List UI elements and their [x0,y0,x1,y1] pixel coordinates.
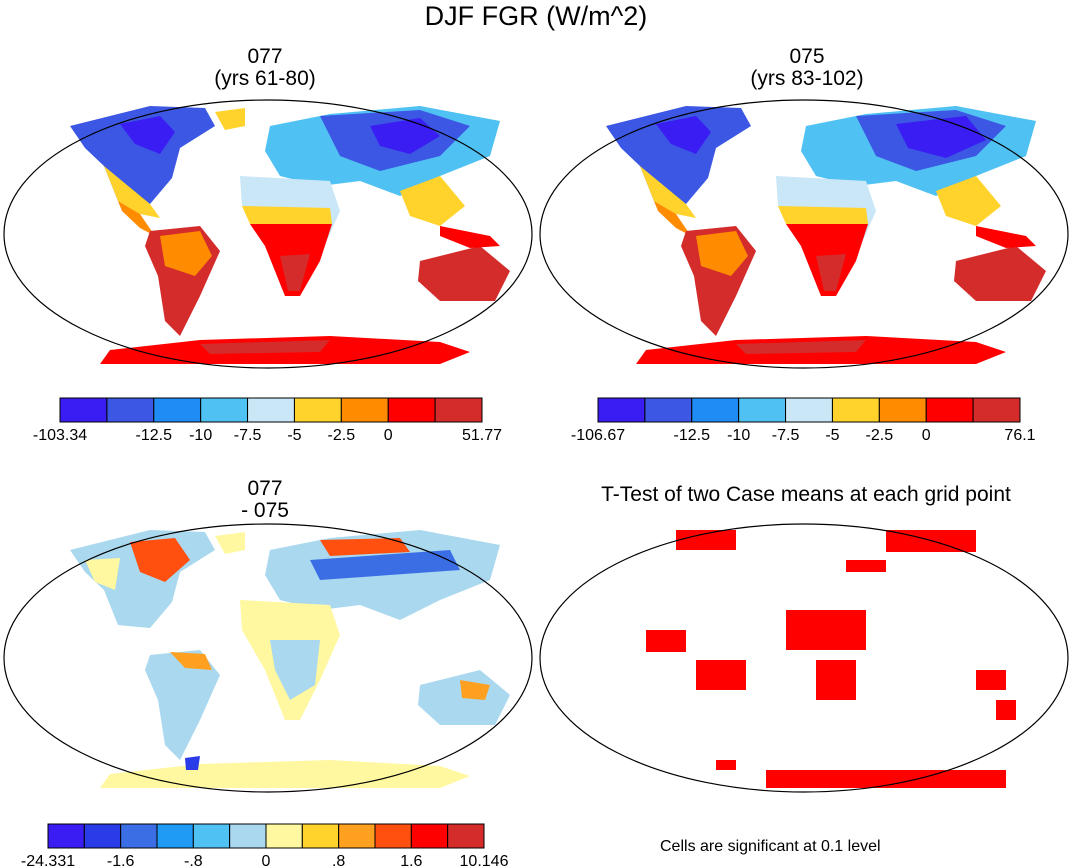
colorbar-swatch [153,397,202,423]
panel1-colorbar: -103.34 -12.5 -10 -7.5 -5 -2.5 0 51.77 [33,397,502,444]
panel1-map-content [70,106,510,364]
colorbar-swatch [785,397,833,423]
colorbar-swatch [265,823,303,849]
colorbar-swatch [925,397,974,423]
colorbar-swatch [156,823,194,849]
colorbar-swatch [200,397,249,423]
colorbar-tick-label: -1.6 [107,853,135,868]
colorbar-tick-label: -.8 [184,853,203,868]
panel2-map [539,99,1069,369]
colorbar-swatch [738,397,787,423]
colorbar-swatch [447,823,485,849]
colorbar-swatch [301,823,340,849]
colorbar-swatch [229,823,267,849]
colorbar-swatch [106,397,155,423]
panel4-title: T-Test of two Case means at each grid po… [601,483,1011,506]
panel2-colorbar: -106.67 -12.5 -10 -7.5 -5 -2.5 0 76.1 [571,397,1036,444]
colorbar-tick-label: 0 [262,853,271,868]
colorbar-tick-label: -10 [189,427,212,444]
colorbar-tick-label: -103.34 [33,427,87,444]
panel3-title-line2: - 075 [241,499,289,522]
colorbar-swatch [972,397,1021,423]
colorbar-tick-label: -24.331 [21,853,75,868]
panel1-title-line1: 077 [247,45,283,68]
panel3-colorbar: -24.331 -1.6 -.8 0 .8 1.6 10.146 [21,823,509,868]
panel2-title-line2: (yrs 83-102) [750,67,864,90]
colorbar-tick-label: -12.5 [674,427,711,444]
colorbar-swatch [340,397,389,423]
colorbar-tick-label: 76.1 [1004,427,1035,444]
colorbar-swatch [878,397,927,423]
colorbar-swatch [47,823,85,849]
colorbar-tick-label: 0 [384,427,393,444]
colorbar-swatch [831,397,880,423]
panel3-title: 077 - 075 [100,478,430,522]
colorbar-tick-label: -7.5 [772,427,800,444]
colorbar-tick-label: 0 [922,427,931,444]
colorbar-swatch [59,397,108,423]
colorbar-swatch [434,397,483,423]
colorbar-swatch [410,823,449,849]
colorbar-swatch [293,397,342,423]
colorbar-swatch [387,397,436,423]
panel3-map [3,523,533,793]
panel1-map [3,99,533,369]
colorbar-swatch [691,397,740,423]
colorbar-tick-label: .8 [332,853,345,868]
colorbar-swatch [83,823,122,849]
colorbar-tick-label: -2.5 [866,427,894,444]
colorbar-swatch [120,823,158,849]
figure-title: DJF FGR (W/m^2) [424,1,648,31]
colorbar-tick-label: -106.67 [571,427,625,444]
colorbar-tick-label: 10.146 [460,853,509,868]
panel2-map-content [606,106,1046,364]
panel2-title: 075 (yrs 83-102) [642,46,972,90]
colorbar-tick-label: -5 [825,427,839,444]
panel2-title-line1: 075 [789,45,825,68]
colorbar-swatch [597,397,646,423]
colorbar-tick-label: -10 [727,427,750,444]
panel1-title-line2: (yrs 61-80) [214,67,316,90]
panel1-title: 077 (yrs 61-80) [100,46,430,90]
significance-note: Cells are significant at 0.1 level [660,838,881,855]
colorbar-swatch [338,823,376,849]
colorbar-tick-label: -2.5 [328,427,356,444]
colorbar-tick-label: 1.6 [400,853,422,868]
colorbar-tick-label: -7.5 [234,427,262,444]
colorbar-swatch [374,823,412,849]
colorbar-swatch [247,397,295,423]
panel4-map-content [646,530,1016,788]
colorbar-swatch [644,397,693,423]
colorbar-tick-label: -5 [287,427,301,444]
panel4-map [539,523,1069,793]
colorbar-tick-label: 51.77 [462,427,502,444]
panel3-map-content [70,530,510,788]
colorbar-swatch [192,823,231,849]
colorbar-tick-label: -12.5 [136,427,173,444]
panel3-title-line1: 077 [247,477,283,500]
